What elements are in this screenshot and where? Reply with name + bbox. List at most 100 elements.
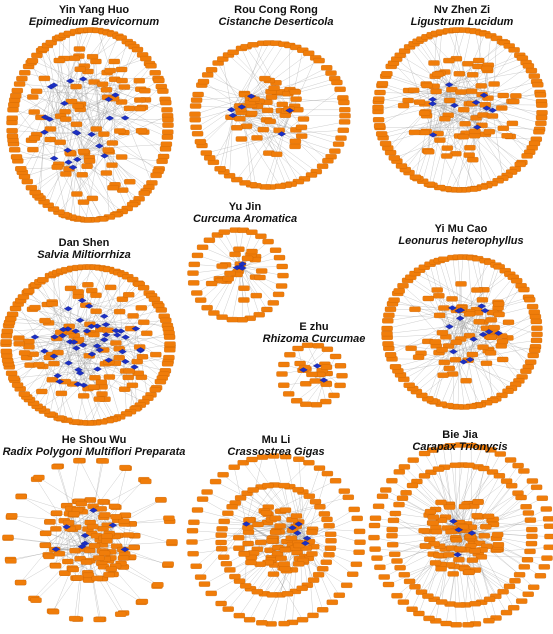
target-node	[433, 293, 445, 299]
target-node	[427, 520, 439, 526]
target-node	[492, 531, 504, 538]
target-node	[28, 109, 40, 115]
edge	[36, 132, 77, 135]
target-node	[196, 244, 209, 250]
target-node	[526, 478, 539, 484]
target-node	[18, 391, 30, 397]
herb-latin-name: Ligustrum Lucidum	[410, 16, 514, 28]
target-node	[373, 123, 386, 129]
target-node	[389, 551, 401, 557]
target-node	[108, 58, 120, 65]
target-node	[123, 368, 135, 374]
target-node	[149, 387, 161, 393]
target-node	[190, 124, 202, 130]
target-node	[53, 57, 65, 64]
target-node	[102, 327, 114, 333]
edge	[53, 85, 90, 158]
target-node	[496, 105, 508, 111]
edge	[82, 295, 97, 346]
edge	[298, 459, 306, 544]
target-node	[369, 546, 381, 552]
edge	[59, 381, 75, 422]
edge	[265, 110, 290, 187]
target-node	[500, 609, 513, 616]
compound-node	[72, 345, 81, 351]
target-node	[317, 566, 329, 572]
target-node	[36, 388, 48, 395]
target-node	[530, 337, 543, 344]
target-node	[27, 146, 39, 153]
target-node	[107, 185, 119, 191]
target-node	[289, 143, 301, 150]
target-node	[306, 529, 318, 535]
edge	[66, 526, 68, 562]
target-node	[388, 155, 400, 161]
target-node	[300, 401, 312, 407]
herb-latin-name: Rhizoma Curcumae	[262, 333, 366, 345]
target-node	[235, 136, 248, 142]
target-node	[475, 554, 488, 560]
target-node	[116, 77, 128, 84]
target-node	[485, 334, 497, 340]
network-e-zhu	[276, 342, 348, 408]
target-node	[52, 349, 64, 356]
target-node	[382, 341, 394, 347]
compound-nodes	[449, 518, 477, 558]
target-node	[432, 71, 444, 77]
target-node	[478, 533, 490, 539]
edge	[66, 521, 170, 527]
target-node	[205, 590, 217, 597]
target-node	[403, 578, 416, 585]
target-node	[228, 464, 240, 470]
target-node	[51, 510, 63, 516]
target-node	[73, 46, 86, 52]
target-node	[329, 478, 342, 484]
target-node	[77, 148, 90, 155]
target-node	[513, 572, 526, 578]
target-node	[391, 593, 403, 599]
target-node	[418, 110, 431, 116]
edge	[453, 447, 483, 522]
target-node	[188, 280, 200, 286]
compound-node	[449, 349, 458, 355]
compound-node	[89, 507, 98, 513]
target-node	[240, 583, 252, 589]
target-node	[6, 513, 18, 519]
target-node	[313, 57, 325, 64]
target-node	[480, 360, 493, 366]
target-nodes	[2, 457, 178, 623]
target-node	[131, 46, 144, 53]
target-node	[241, 255, 254, 262]
edge	[246, 462, 310, 525]
target-node	[283, 391, 295, 397]
target-node	[76, 172, 88, 178]
target-node	[303, 493, 315, 499]
edge	[197, 96, 252, 134]
edge	[443, 259, 459, 311]
compound-node	[227, 107, 236, 113]
edge	[458, 444, 461, 530]
target-node	[128, 544, 140, 551]
edge	[486, 70, 488, 109]
target-node	[246, 456, 258, 463]
edge	[460, 283, 464, 362]
compound-node	[456, 307, 466, 313]
target-node	[99, 512, 111, 518]
target-node	[1, 357, 14, 364]
edge	[34, 85, 55, 139]
target-node	[418, 528, 430, 534]
target-node	[27, 94, 39, 100]
target-node	[2, 534, 14, 541]
target-node	[529, 347, 541, 354]
target-node	[218, 229, 230, 235]
target-node	[325, 531, 337, 537]
compound-node	[45, 116, 54, 122]
edge	[44, 78, 69, 163]
target-node	[251, 135, 263, 141]
compound-node	[465, 357, 475, 363]
compound-node	[95, 347, 104, 353]
compound-node	[277, 131, 286, 137]
target-node	[237, 460, 249, 466]
target-node	[512, 462, 524, 469]
target-node	[423, 615, 435, 622]
